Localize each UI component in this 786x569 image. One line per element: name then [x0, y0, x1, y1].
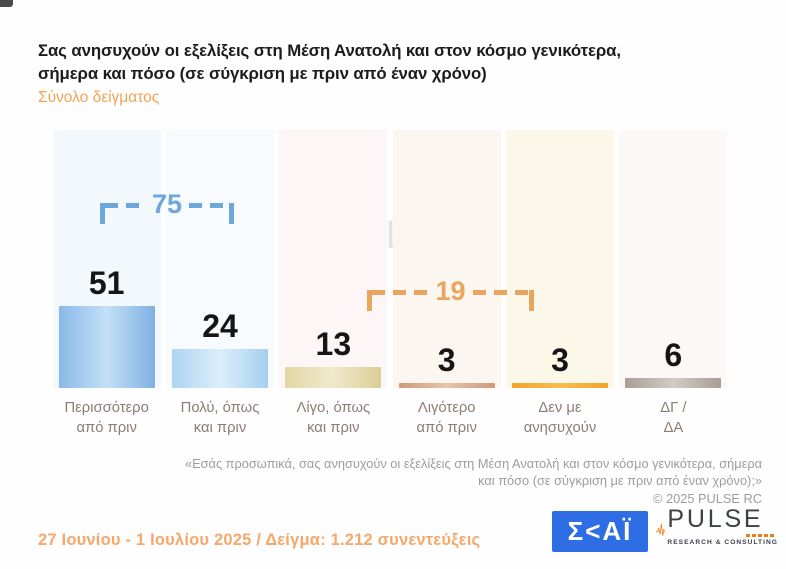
bracket-dash-line [105, 203, 145, 208]
group-bracket-worried-more: 75 [100, 191, 235, 224]
bracket-right-cap [229, 203, 235, 224]
pulse-logo-tagline: RESEARCH & CONSULTING [667, 539, 778, 546]
bar-value-label: 3 [551, 342, 569, 378]
survey-question-footnote: «Εσάς προσωπικά, σας ανησυχούν οι εξελίξ… [122, 455, 762, 507]
group-bracket-worried-less: 19 [367, 278, 535, 311]
pulse-logo-accent-mark [746, 534, 776, 537]
column-background [279, 130, 388, 388]
pulse-logo-text: PULSE [667, 505, 764, 533]
chart-column: 51 Περισσότερο από πριν [50, 130, 163, 436]
chart-column: 24 Πολύ, όπως και πριν [163, 130, 276, 436]
bar-value-label: 24 [202, 308, 238, 344]
category-label: ΔΓ / ΔΑ [660, 400, 687, 437]
chart-title-line-2: σήμερα και πόσο (σε σύγκριση με πριν από… [38, 63, 487, 83]
bar-value-label: 13 [315, 326, 352, 362]
footnote-line-1: «Εσάς προσωπικά, σας ανησυχούν οι εξελίξ… [185, 456, 762, 471]
fieldwork-dates-sample: 27 Ιουνίου - 1 Ιουλίου 2025 / Δείγμα: 1.… [38, 531, 481, 549]
bracket-left-cap [367, 290, 372, 311]
bar [511, 383, 608, 388]
bar [625, 378, 722, 388]
category-label: Πολύ, όπως και πριν [180, 400, 260, 437]
chart-column: 6 ΔΓ / ΔΑ [617, 130, 730, 436]
bracket-dash-line [372, 290, 429, 295]
chart-column: 3 Λιγότερο από πριν [390, 130, 503, 436]
screen-corner-artifact [0, 0, 13, 7]
bar [398, 383, 495, 388]
chart-title: Σας ανησυχούν οι εξελίξεις στη Μέση Ανατ… [38, 40, 748, 85]
bar-value-label: 51 [88, 265, 125, 301]
skai-logo: Σ<ΑΪ [552, 511, 648, 552]
column-background [165, 130, 274, 388]
category-label: Λιγότερο από πριν [416, 400, 477, 437]
bar-chart: 51 Περισσότερο από πριν 24 Πολύ, όπως και πρι… [50, 130, 730, 436]
bar [285, 367, 382, 388]
chart-subtitle: Σύνολο δείγματος [38, 89, 160, 106]
chart-column: 3 Δεν με ανησυχούν [503, 130, 616, 436]
bar-value-label: 3 [437, 342, 456, 378]
bracket-dash-line [472, 290, 530, 295]
bar [171, 349, 268, 388]
bracket-left-cap [100, 203, 105, 224]
group-sum-value: 19 [435, 276, 466, 306]
category-label: Δεν με ανησυχούν [523, 400, 597, 437]
group-sum-value: 75 [151, 189, 183, 219]
chart-title-line-1: Σας ανησυχούν οι εξελίξεις στη Μέση Ανατ… [38, 41, 621, 60]
pulse-waveform-icon [656, 523, 666, 536]
pulse-logo: PULSE RESEARCH & CONSULTING [656, 507, 778, 551]
column-background [505, 130, 614, 388]
footnote-line-2: και πόσο (σε σύγκριση με πριν από έναν χ… [478, 473, 762, 489]
column-background [619, 130, 728, 388]
bracket-right-cap [529, 290, 535, 311]
bracket-dash-line [189, 203, 230, 208]
category-label: Περισσότερο από πριν [64, 400, 149, 437]
chart-column: 13 Λίγο, όπως και πριν [277, 130, 390, 436]
skai-logo-text: Σ<ΑΪ [567, 516, 633, 546]
category-label: Λίγο, όπως και πριν [296, 400, 371, 437]
bar [58, 306, 155, 388]
column-background [392, 130, 501, 388]
bar-value-label: 6 [664, 337, 683, 373]
copyright-text: © 2025 PULSE RC [652, 490, 762, 506]
